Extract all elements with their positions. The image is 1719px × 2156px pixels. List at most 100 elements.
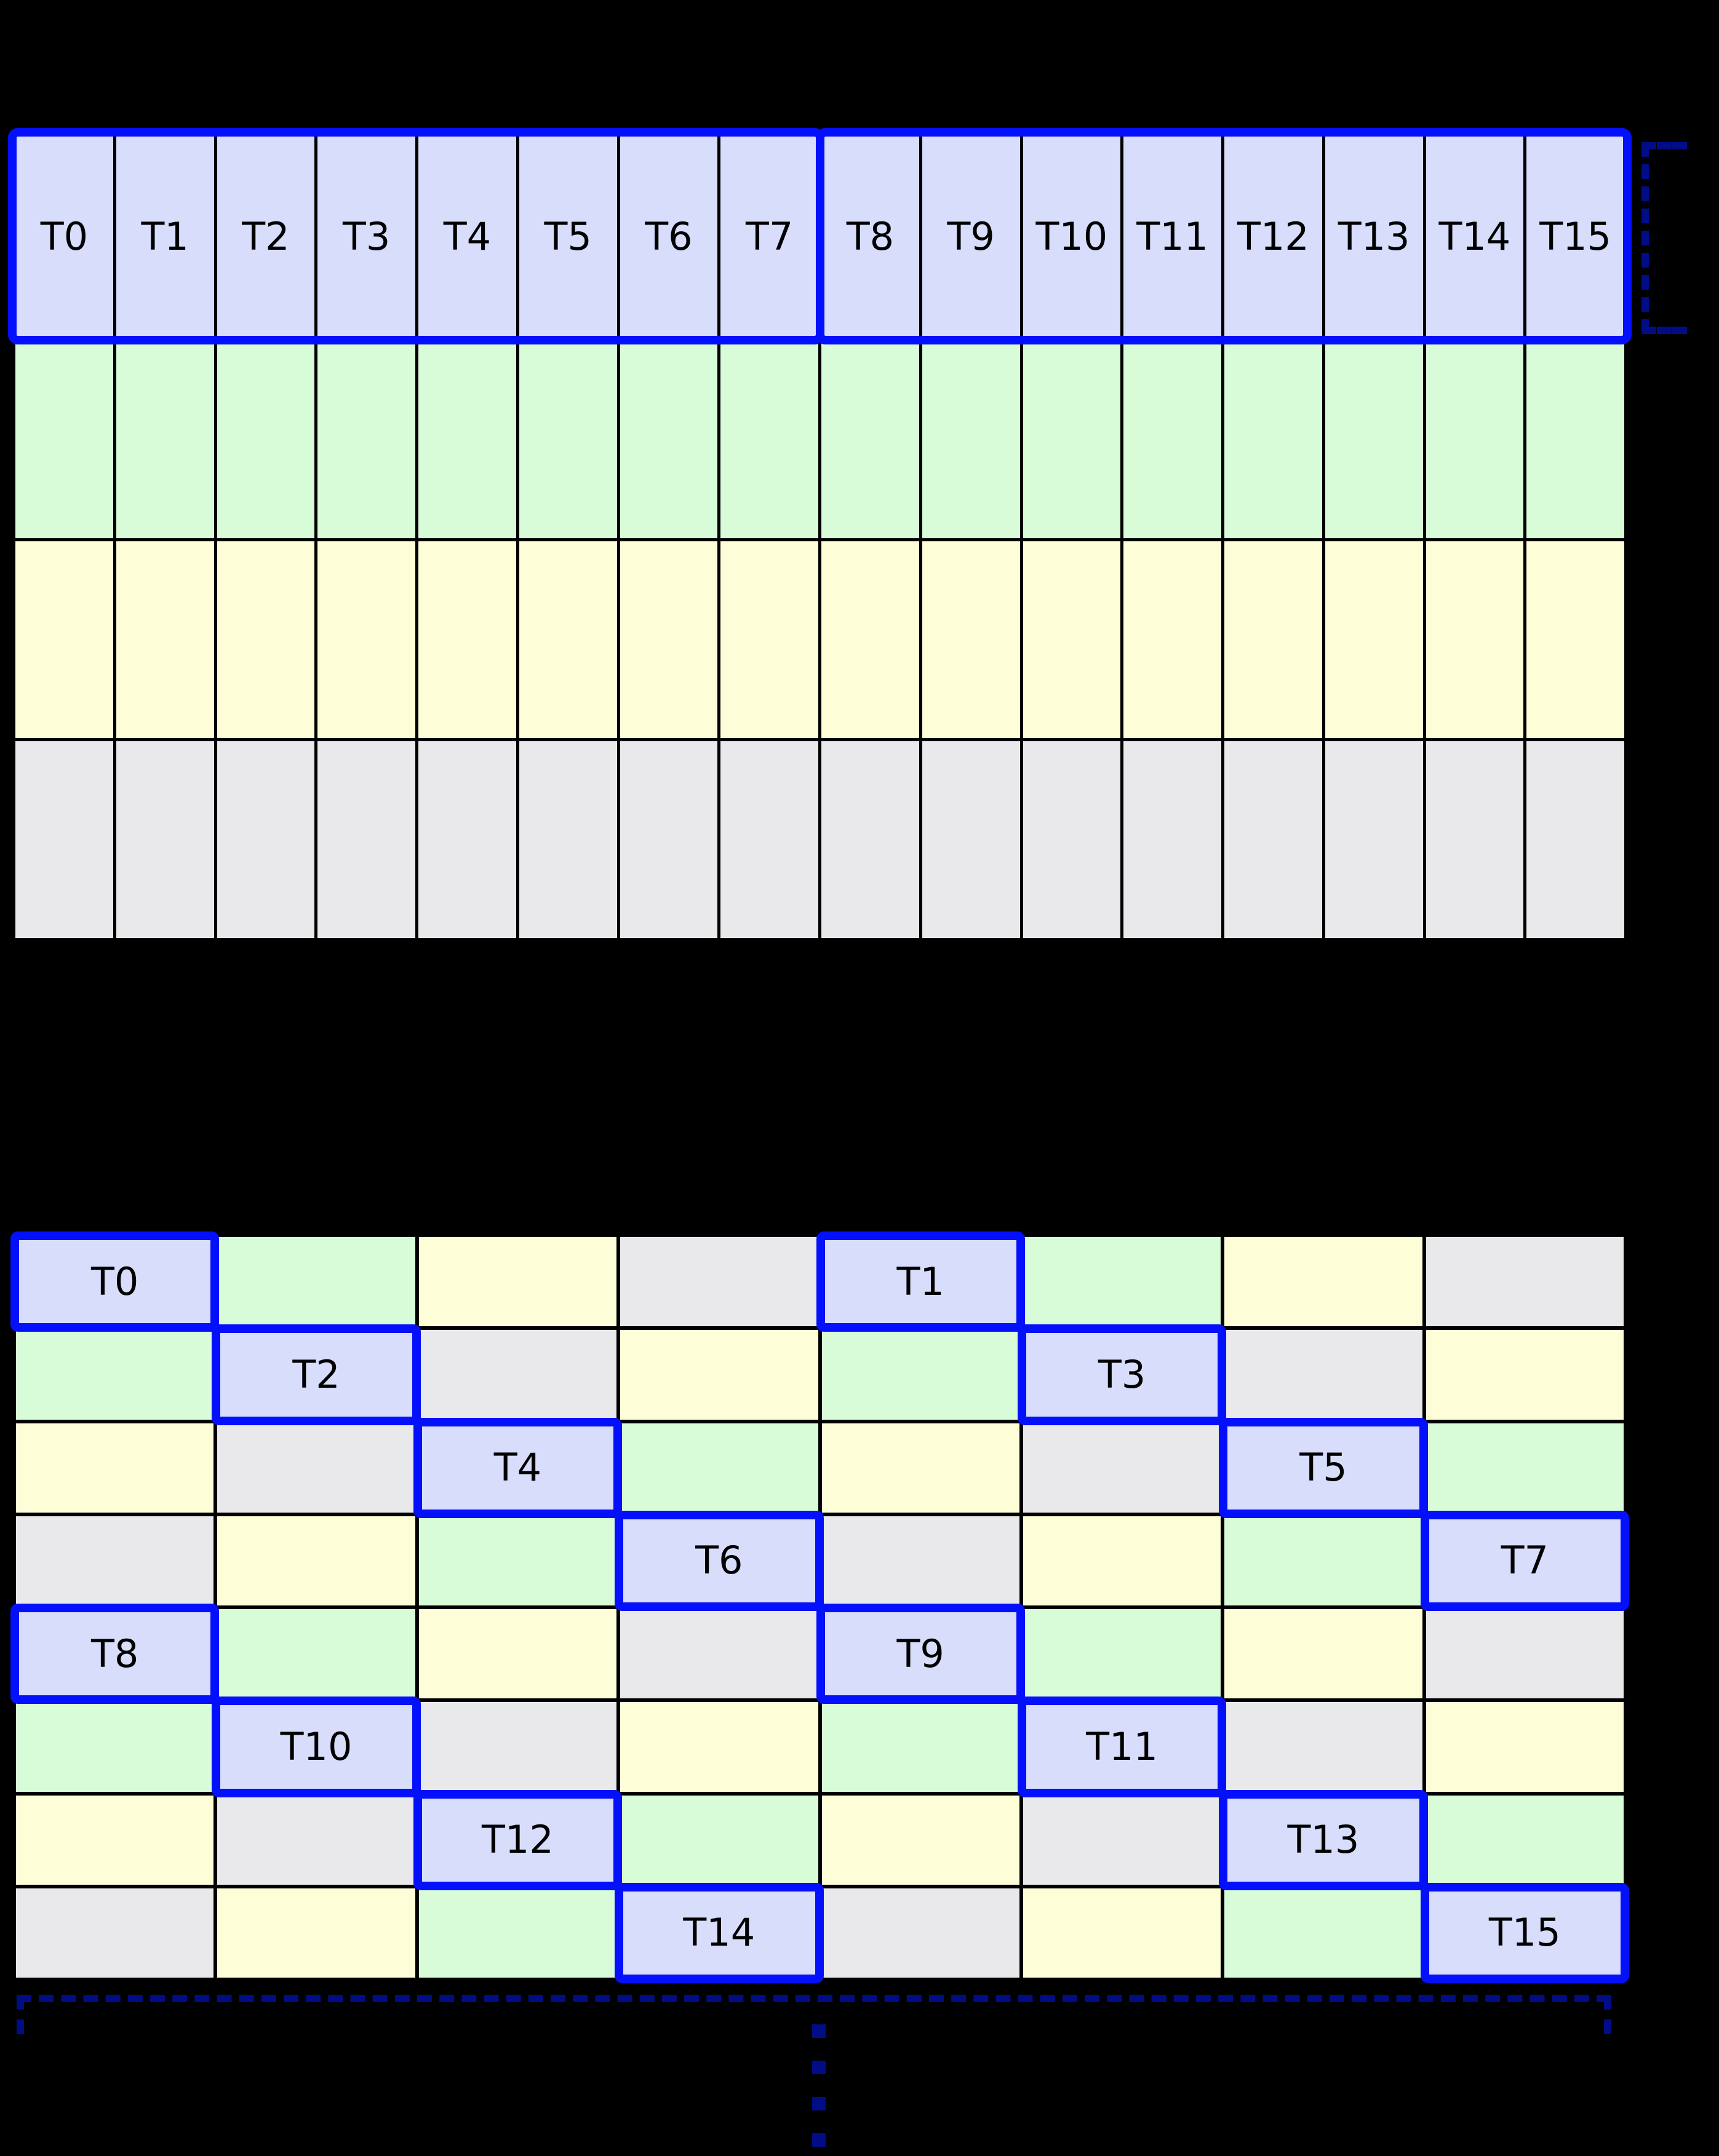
thread-access-cell: T9 bbox=[821, 1609, 1019, 1699]
memory-cell bbox=[620, 1330, 818, 1420]
thread-label: T1 bbox=[896, 1259, 944, 1304]
memory-cell bbox=[15, 341, 113, 538]
memory-cell bbox=[217, 741, 315, 938]
thread-cell: T4 bbox=[418, 135, 516, 338]
memory-cell bbox=[16, 1702, 214, 1792]
memory-cell bbox=[1023, 1795, 1221, 1885]
memory-cell bbox=[317, 541, 415, 738]
access-highlight bbox=[10, 1231, 220, 1332]
thread-cell: T12 bbox=[1224, 135, 1322, 338]
memory-cell bbox=[418, 341, 516, 538]
memory-cell bbox=[16, 1516, 214, 1605]
thread-access-cell: T11 bbox=[1023, 1702, 1221, 1792]
access-highlight bbox=[10, 1604, 220, 1705]
access-highlight bbox=[1420, 1882, 1629, 1983]
thread-access-cell: T4 bbox=[418, 1423, 617, 1513]
access-highlight bbox=[816, 1604, 1025, 1705]
access-highlight bbox=[212, 1697, 421, 1797]
thread-access-cell: T2 bbox=[217, 1330, 415, 1420]
memory-cell bbox=[15, 541, 113, 738]
thread-access-cell: T3 bbox=[1023, 1330, 1221, 1420]
memory-cell bbox=[1426, 1609, 1624, 1699]
thread-cell: T13 bbox=[1325, 135, 1423, 338]
thread-access-cell: T12 bbox=[418, 1795, 617, 1885]
thread-cell: T10 bbox=[1023, 135, 1121, 338]
memory-cell bbox=[620, 1423, 818, 1513]
memory-cell bbox=[1123, 341, 1221, 538]
memory-span-bracket bbox=[17, 1995, 1611, 2034]
memory-cell bbox=[217, 1423, 415, 1513]
access-highlight bbox=[615, 1510, 824, 1611]
memory-cell bbox=[1023, 1423, 1221, 1513]
memory-cell bbox=[16, 1795, 214, 1885]
thread-label: T5 bbox=[544, 214, 592, 259]
memory-cell bbox=[15, 741, 113, 938]
memory-cell bbox=[620, 1795, 818, 1885]
memory-cell bbox=[1526, 341, 1624, 538]
memory-cell bbox=[116, 341, 214, 538]
warp-row-bracket bbox=[1641, 142, 1687, 334]
memory-cell bbox=[821, 741, 919, 938]
memory-cell bbox=[1426, 1795, 1624, 1885]
memory-cell bbox=[1224, 1702, 1422, 1792]
memory-cell bbox=[1224, 1330, 1422, 1420]
thread-label: T13 bbox=[1338, 214, 1410, 259]
thread-access-cell: T0 bbox=[16, 1237, 214, 1327]
thread-label: T6 bbox=[695, 1538, 743, 1583]
access-highlight bbox=[212, 1324, 421, 1425]
thread-label: T9 bbox=[947, 214, 995, 259]
thread-cell: T9 bbox=[922, 135, 1020, 338]
memory-cell bbox=[519, 541, 617, 738]
memory-cell bbox=[418, 741, 516, 938]
memory-cell bbox=[217, 1516, 415, 1605]
thread-cell: T2 bbox=[217, 135, 315, 338]
thread-label: T3 bbox=[342, 214, 391, 259]
memory-cell bbox=[16, 1423, 214, 1513]
thread-label: T13 bbox=[1287, 1817, 1360, 1863]
thread-label: T0 bbox=[40, 214, 89, 259]
thread-cell: T1 bbox=[116, 135, 214, 338]
warp-group-outline bbox=[8, 128, 824, 344]
memory-cell bbox=[1023, 1516, 1221, 1605]
thread-access-cell: T8 bbox=[16, 1609, 214, 1699]
thread-access-cell: T10 bbox=[217, 1702, 415, 1792]
thread-label: T4 bbox=[443, 214, 492, 259]
memory-cell bbox=[116, 541, 214, 738]
thread-label: T11 bbox=[1136, 214, 1208, 259]
aligned-access-grid: T0 T1 T2 T3 T4 T5 T6 T7 T8 T9 T10 T11 T12 T13 T14 T15 bbox=[8, 128, 1632, 941]
memory-cell bbox=[620, 1702, 818, 1792]
memory-cell bbox=[1123, 741, 1221, 938]
memory-cell bbox=[720, 741, 818, 938]
thread-label: T12 bbox=[1237, 214, 1309, 259]
ellipsis-dot bbox=[812, 2133, 826, 2147]
thread-label: T8 bbox=[846, 214, 895, 259]
thread-label: T15 bbox=[1488, 1910, 1561, 1955]
memory-cell bbox=[1023, 741, 1121, 938]
memory-cell bbox=[922, 741, 1020, 938]
thread-label: T9 bbox=[896, 1631, 944, 1676]
memory-cell bbox=[418, 1330, 617, 1420]
access-highlight bbox=[413, 1789, 623, 1890]
memory-cell bbox=[116, 741, 214, 938]
memory-cell bbox=[720, 341, 818, 538]
memory-cell bbox=[922, 341, 1020, 538]
memory-cell bbox=[821, 1516, 1019, 1605]
thread-label: T3 bbox=[1098, 1351, 1146, 1397]
memory-cell bbox=[1224, 741, 1322, 938]
memory-cell bbox=[821, 341, 919, 538]
thread-label: T15 bbox=[1539, 214, 1611, 259]
access-highlight bbox=[615, 1882, 824, 1983]
memory-cell bbox=[1224, 341, 1322, 538]
memory-cell bbox=[1426, 741, 1524, 938]
access-highlight bbox=[816, 1231, 1025, 1332]
thread-cell: T5 bbox=[519, 135, 617, 338]
strided-access-grid: T0 T1 T2 T3 T4 T5 T6 T7 T8 T9 T10 T11 T12 T13 T14 T15 bbox=[10, 1231, 1629, 1983]
memory-cell bbox=[317, 341, 415, 538]
memory-cell bbox=[519, 341, 617, 538]
memory-cell bbox=[1023, 341, 1121, 538]
memory-cell bbox=[217, 1795, 415, 1885]
memory-cell bbox=[720, 541, 818, 738]
memory-cell bbox=[1325, 341, 1423, 538]
memory-cell bbox=[821, 1888, 1019, 1978]
